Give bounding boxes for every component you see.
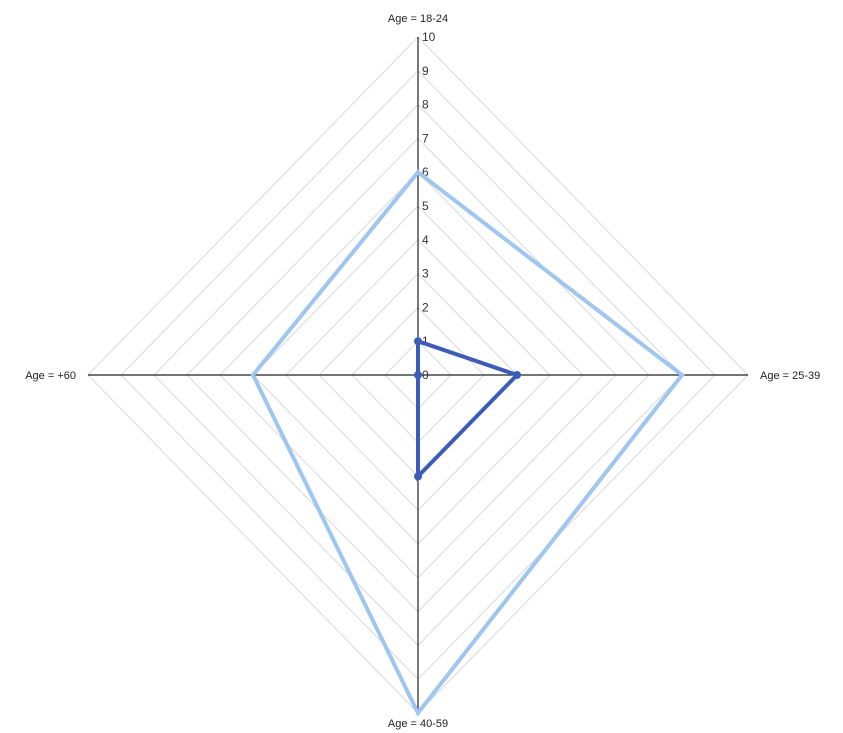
tick-label-7: 7 [422,131,429,145]
series-1-point-1 [513,371,521,379]
tick-label-10: 10 [422,30,436,44]
tick-label-0: 0 [422,368,429,382]
series-1-point-2 [414,472,422,481]
series-1-point-0 [414,337,422,346]
series-1-point-3 [414,371,422,379]
series-0-line [250,169,685,717]
tick-label-4: 4 [422,233,429,247]
axis-label-0: Age = 18-24 [388,13,448,25]
tick-label-3: 3 [422,267,429,281]
series-1-line [416,338,521,482]
axis-label-3: Age = +60 [25,370,76,382]
tick-label-6: 6 [422,165,429,179]
tick-label-8: 8 [422,98,429,112]
radial-tick-labels: 0 1 2 3 4 5 6 7 8 9 10 [422,30,436,382]
radar-series [250,169,685,717]
axis-labels: Age = 18-24 Age = 25-39 Age = 40-59 Age = +… [25,13,820,730]
tick-label-1: 1 [422,334,429,348]
axis-label-1: Age = 25-39 [760,370,820,382]
tick-label-5: 5 [422,199,429,213]
tick-label-9: 9 [422,64,429,78]
axis-label-2: Age = 40-59 [388,718,448,730]
tick-label-2: 2 [422,300,429,314]
